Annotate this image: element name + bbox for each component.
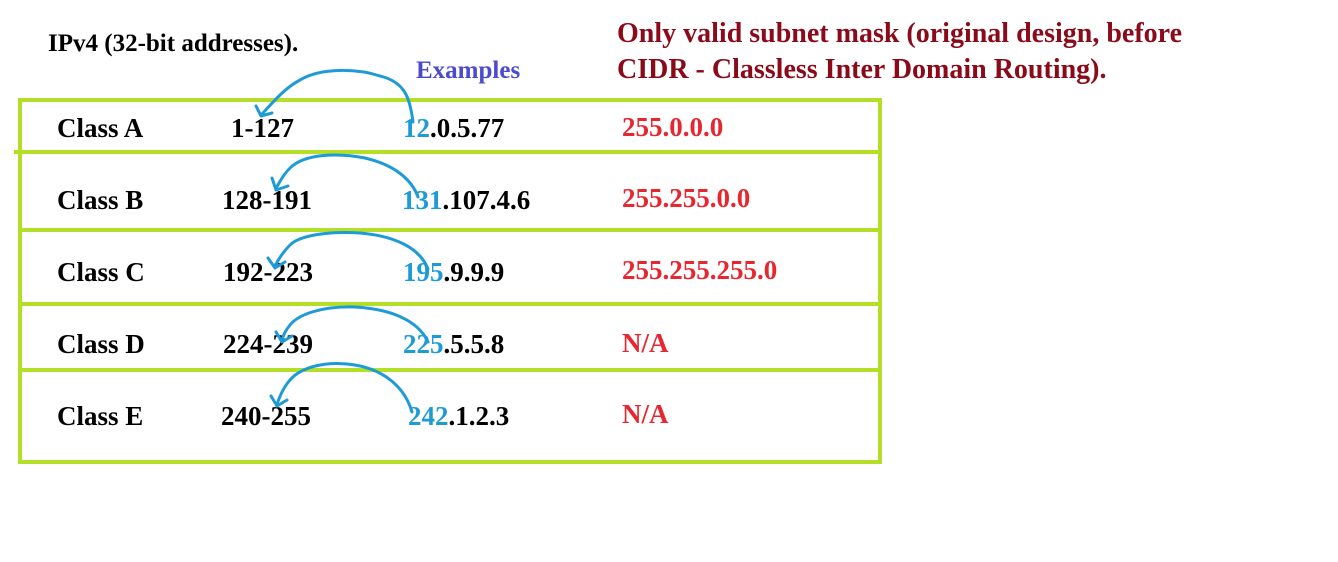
example-address: 225.5.5.8 xyxy=(403,329,504,360)
subnet-mask: 255.255.255.0 xyxy=(622,255,778,285)
subnet-mask: 255.0.0.0 xyxy=(622,112,724,142)
subnet-mask-note: Only valid subnet mask (original design,… xyxy=(617,16,1182,88)
example-first-octet: 195 xyxy=(403,257,444,287)
example-remaining-octets: .5.5.8 xyxy=(443,329,505,359)
page-title: IPv4 (32-bit addresses). xyxy=(48,30,299,57)
example-remaining-octets: .1.2.3 xyxy=(448,401,510,431)
row-divider xyxy=(14,150,882,154)
subnet-mask: N/A xyxy=(622,328,669,358)
example-address: 195.9.9.9 xyxy=(403,257,504,288)
example-first-octet: 131 xyxy=(402,185,443,215)
example-remaining-octets: .0.5.77 xyxy=(430,113,505,143)
class-label: Class B xyxy=(57,185,144,215)
example-first-octet: 12 xyxy=(403,113,430,143)
example-address: 12.0.5.77 xyxy=(403,113,504,144)
examples-heading: Examples xyxy=(416,57,521,84)
row-divider xyxy=(18,228,882,232)
address-class-table xyxy=(18,98,882,464)
class-label: Class A xyxy=(57,113,144,143)
example-remaining-octets: .9.9.9 xyxy=(443,257,505,287)
class-range: 192-223 xyxy=(223,257,313,287)
class-label: Class D xyxy=(57,329,145,359)
subnet-mask-note-line-2: CIDR - Classless Inter Domain Routing). xyxy=(617,54,1107,85)
example-first-octet: 242 xyxy=(408,401,449,431)
example-remaining-octets: .107.4.6 xyxy=(442,185,531,215)
class-label: Class C xyxy=(57,257,145,287)
class-label: Class E xyxy=(57,401,144,431)
class-range: 224-239 xyxy=(223,329,313,359)
subnet-mask: N/A xyxy=(622,399,669,429)
row-divider xyxy=(18,302,882,306)
row-divider xyxy=(18,368,882,372)
class-range: 1-127 xyxy=(231,113,294,143)
subnet-mask: 255.255.0.0 xyxy=(622,183,751,213)
class-range: 240-255 xyxy=(221,401,311,431)
example-first-octet: 225 xyxy=(403,329,444,359)
class-range: 128-191 xyxy=(222,185,312,215)
subnet-mask-note-line-1: Only valid subnet mask (original design,… xyxy=(617,18,1183,49)
example-address: 131.107.4.6 xyxy=(402,185,530,216)
example-address: 242.1.2.3 xyxy=(408,401,509,432)
